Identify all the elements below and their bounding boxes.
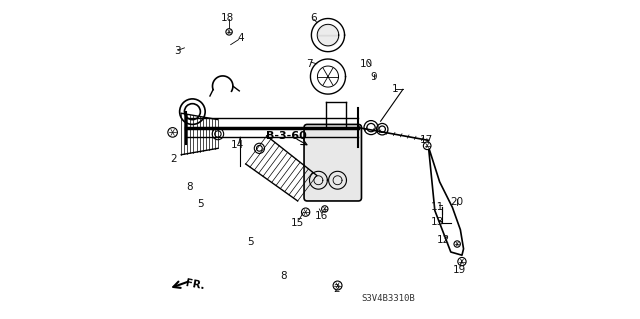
Text: 13: 13 [431, 217, 444, 227]
Text: 4: 4 [237, 33, 244, 43]
Text: FR.: FR. [184, 278, 205, 292]
Text: 11: 11 [431, 202, 444, 212]
Text: 15: 15 [291, 218, 303, 228]
Circle shape [321, 206, 328, 212]
Text: 8: 8 [280, 271, 287, 281]
Text: 5: 5 [197, 199, 204, 209]
Text: 2: 2 [170, 154, 177, 165]
Text: 5: 5 [247, 237, 254, 248]
Text: 16: 16 [315, 211, 328, 221]
Text: 1: 1 [392, 84, 399, 94]
Text: 20: 20 [450, 197, 463, 207]
Text: 7: 7 [306, 59, 312, 69]
Text: 17: 17 [420, 135, 433, 145]
Circle shape [333, 281, 342, 290]
Text: 10: 10 [360, 59, 372, 69]
Text: 8: 8 [186, 182, 193, 192]
Circle shape [454, 241, 460, 247]
Text: 2: 2 [333, 284, 340, 294]
Text: S3V4B3310B: S3V4B3310B [362, 294, 415, 303]
Text: 9: 9 [371, 71, 377, 82]
Circle shape [168, 128, 177, 137]
Circle shape [423, 142, 431, 150]
Text: 12: 12 [437, 235, 451, 245]
Text: 14: 14 [230, 140, 244, 150]
Text: 6: 6 [310, 12, 317, 23]
Text: 18: 18 [221, 12, 234, 23]
Circle shape [226, 29, 232, 35]
Text: 3: 3 [174, 46, 180, 56]
Circle shape [458, 257, 466, 266]
Text: 19: 19 [453, 264, 467, 275]
Circle shape [301, 208, 310, 216]
FancyBboxPatch shape [304, 124, 362, 201]
Text: B-3-60: B-3-60 [266, 130, 307, 141]
